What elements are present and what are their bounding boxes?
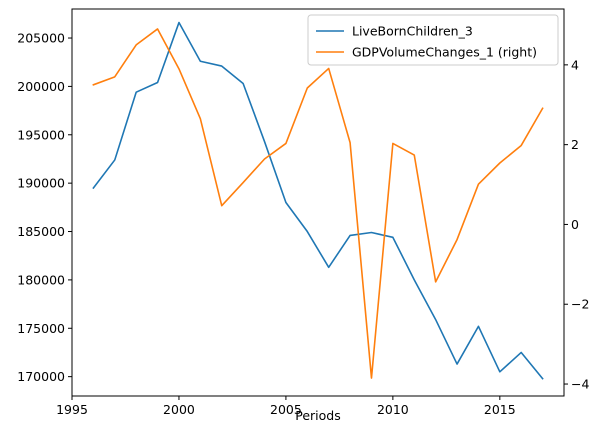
- left-y-tick-label: 185000: [17, 224, 65, 239]
- legend: LiveBornChildren_3 GDPVolumeChanges_1 (ri…: [307, 14, 559, 66]
- right-y-tick-label: −2: [571, 297, 589, 312]
- x-tick-label: 1995: [56, 402, 88, 417]
- left-y-tick-label: 190000: [17, 176, 65, 191]
- x-tick-label: 2005: [270, 402, 302, 417]
- series-layer: [92, 21, 544, 380]
- left-y-tick-label: 170000: [17, 369, 65, 384]
- x-tick-label: 2010: [377, 402, 409, 417]
- right-y-tick-label: 2: [571, 137, 579, 152]
- left-y-tick-label: 205000: [17, 31, 65, 46]
- right-y-tick-label: 4: [571, 57, 579, 72]
- legend-label-0: LiveBornChildren_3: [352, 24, 473, 39]
- plot-frame: [71, 8, 565, 397]
- x-tick-label: 2000: [163, 402, 195, 417]
- left-y-tick-label: 180000: [17, 272, 65, 287]
- left-y-axis: 170000 175000 180000 185000 190000 195000 2000…: [17, 31, 72, 384]
- x-tick-label: 2015: [484, 402, 516, 417]
- legend-box: [307, 14, 559, 66]
- left-y-tick-label: 200000: [17, 79, 65, 94]
- right-y-axis: −4 −2 0 2 4: [564, 57, 589, 392]
- right-y-tick-label: −4: [571, 377, 589, 392]
- left-y-tick-label: 195000: [17, 127, 65, 142]
- right-y-tick-label: 0: [571, 217, 579, 232]
- x-axis-label: Periods: [295, 408, 341, 423]
- legend-label-1: GDPVolumeChanges_1 (right): [352, 45, 537, 60]
- series-line-0: [92, 21, 544, 380]
- x-axis: 1995 2000 2005 2010 2015: [56, 396, 516, 417]
- left-y-tick-label: 175000: [17, 321, 65, 336]
- series-line-1: [92, 28, 544, 379]
